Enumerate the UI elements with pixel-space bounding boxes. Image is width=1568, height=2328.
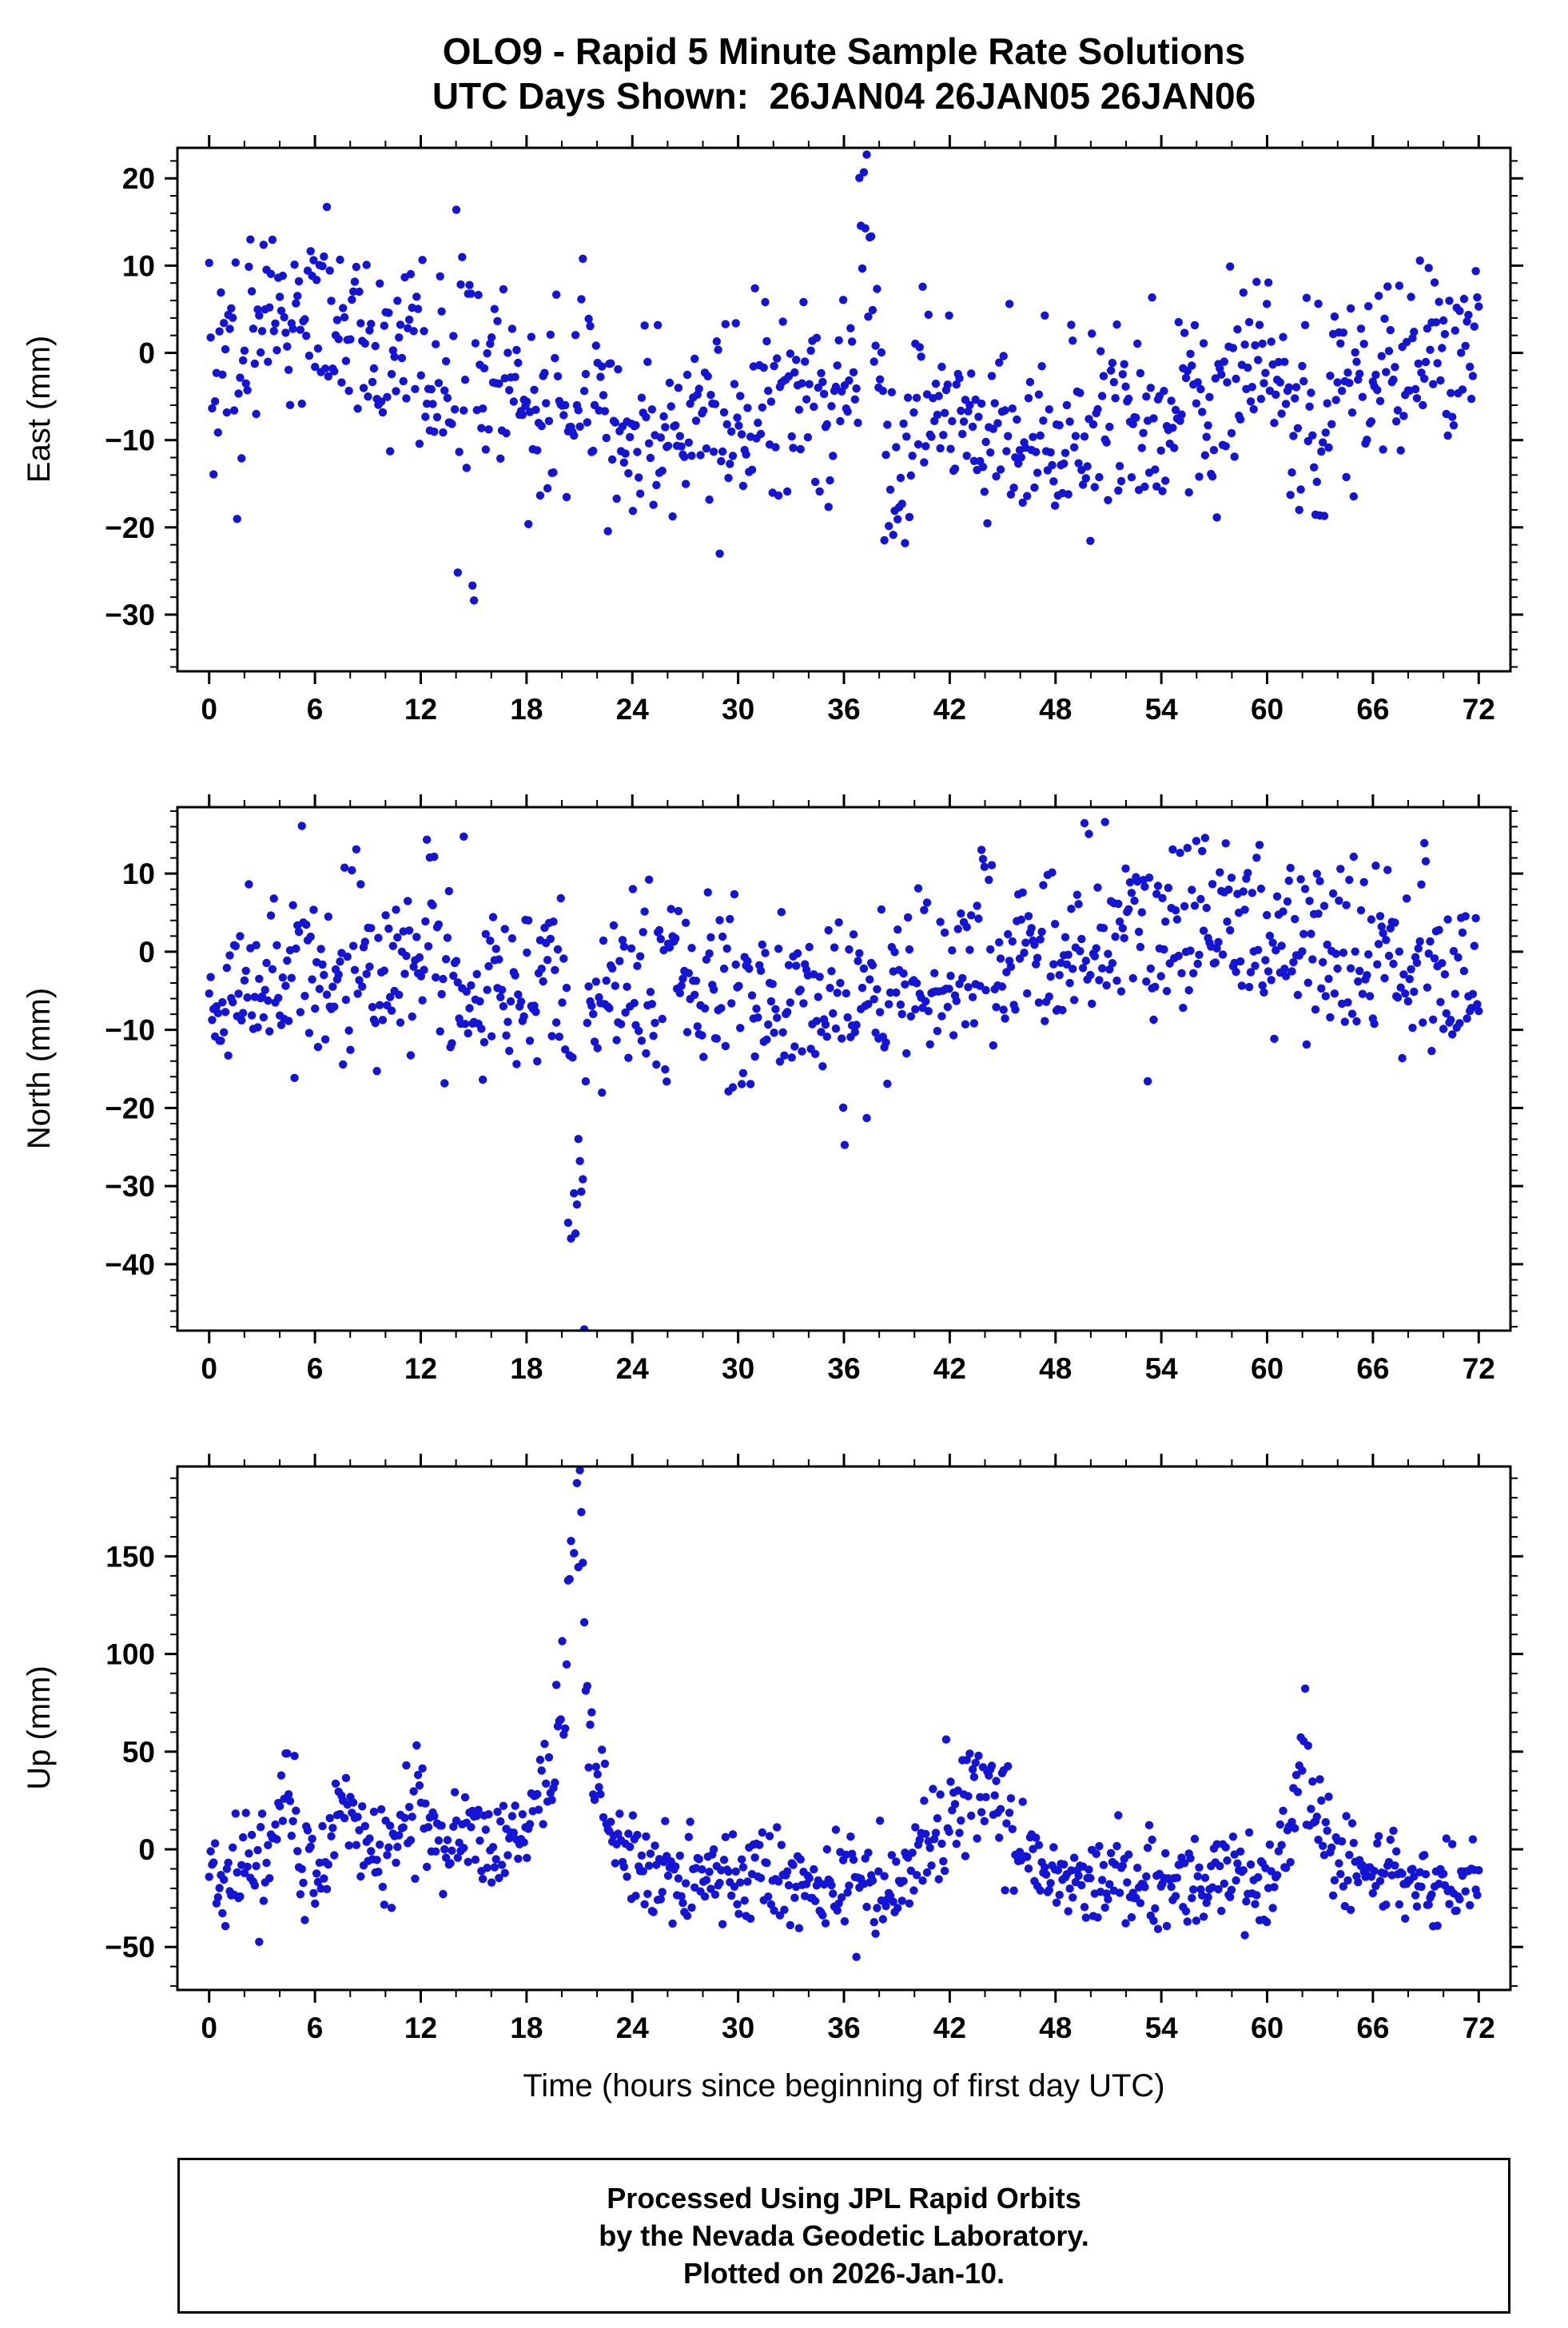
footer-box: Processed Using JPL Rapid Orbits by the … [177, 2158, 1510, 2314]
x-tick-label: 0 [201, 2012, 217, 2044]
x-tick-label: 24 [616, 693, 650, 726]
x-tick-label: 66 [1356, 2012, 1389, 2044]
y-tick-label: −10 [105, 1014, 155, 1047]
title-line-2: UTC Days Shown: 26JAN04 26JAN05 26JAN06 [432, 75, 1256, 117]
y-tick-label: −30 [105, 599, 155, 631]
x-tick-label: 48 [1039, 693, 1072, 726]
x-tick-label: 54 [1145, 693, 1179, 726]
x-tick-label: 6 [307, 1352, 324, 1385]
x-tick-label: 18 [510, 693, 543, 726]
x-tick-label: 48 [1039, 1352, 1072, 1385]
axis-ticks [165, 135, 1523, 684]
x-tick-label: 60 [1251, 1352, 1283, 1385]
x-tick-label: 42 [933, 2012, 966, 2044]
north-axis-label: North (mm) [22, 988, 57, 1149]
x-tick-label: 36 [827, 693, 860, 726]
x-tick-label: 66 [1356, 1352, 1389, 1385]
east-panel: East (mm) 0 6 12 18 24 30 36 42 48 54 60 66 72 −30 −20… [22, 135, 1523, 726]
x-tick-label: 30 [722, 693, 754, 726]
east-axis-label: East (mm) [22, 336, 57, 483]
x-tick-label: 18 [510, 2012, 543, 2044]
scatter-points [205, 150, 1483, 605]
x-tick-label: 6 [307, 693, 324, 726]
north-panel: North (mm) 0 6 12 18 24 30 36 42 48 54 60 66 72 −40 −3… [22, 794, 1523, 1385]
x-tick-label: 36 [827, 2012, 860, 2044]
x-tick-label: 12 [404, 2012, 437, 2044]
x-tick-label: 30 [722, 1352, 754, 1385]
x-tick-label: 6 [307, 2012, 324, 2044]
y-tick-label: −20 [105, 511, 155, 544]
y-tick-label: −30 [105, 1170, 155, 1203]
y-tick-label: 10 [122, 249, 155, 282]
plot-frame [176, 1465, 1512, 1992]
x-tick-label: 24 [616, 1352, 650, 1385]
x-tick-label: 36 [827, 1352, 860, 1385]
footer-line-1: Processed Using JPL Rapid Orbits [607, 2182, 1081, 2215]
x-tick-label: 18 [510, 1352, 543, 1385]
x-tick-label: 72 [1463, 693, 1495, 726]
y-tick-label: 50 [122, 1736, 155, 1769]
x-tick-label: 0 [201, 693, 217, 726]
y-tick-label: 150 [105, 1540, 155, 1573]
up-panel: Up (mm) 0 6 12 18 24 30 36 42 48 54 60 66 72 −50 0 50 10… [22, 1454, 1523, 2044]
x-tick-label: 60 [1251, 2012, 1283, 2044]
x-tick-label: 54 [1145, 2012, 1179, 2044]
y-tick-label: 100 [105, 1638, 155, 1671]
x-tick-label: 30 [722, 2012, 754, 2044]
x-tick-label: 72 [1463, 1352, 1495, 1385]
x-tick-label: 42 [933, 693, 966, 726]
up-axis-label: Up (mm) [22, 1665, 57, 1790]
axis-ticks [165, 1454, 1523, 2003]
y-tick-label: −10 [105, 424, 155, 457]
y-tick-label: 0 [138, 1833, 155, 1866]
scatter-points [205, 1466, 1483, 1961]
y-tick-label: 20 [122, 162, 155, 195]
x-tick-label: 54 [1145, 1352, 1179, 1385]
y-tick-label: 0 [138, 337, 155, 370]
x-axis-label: Time (hours since beginning of first day… [523, 2068, 1165, 2103]
x-tick-label: 12 [404, 693, 437, 726]
x-tick-label: 72 [1463, 2012, 1495, 2044]
x-tick-label: 48 [1039, 2012, 1072, 2044]
y-tick-label: −40 [105, 1248, 155, 1281]
x-tick-label: 42 [933, 1352, 966, 1385]
scatter-points [205, 818, 1483, 1331]
title-line-1: OLO9 - Rapid 5 Minute Sample Rate Soluti… [442, 30, 1246, 72]
footer-line-2: by the Nevada Geodetic Laboratory. [599, 2219, 1089, 2252]
plot-title: OLO9 - Rapid 5 Minute Sample Rate Soluti… [177, 29, 1510, 118]
y-tick-label: 10 [122, 858, 155, 890]
y-tick-label: 0 [138, 936, 155, 969]
x-tick-label: 66 [1356, 693, 1389, 726]
x-tick-label: 24 [616, 2012, 650, 2044]
axis-ticks [165, 794, 1523, 1343]
y-tick-label: −50 [105, 1931, 155, 1964]
x-tick-label: 60 [1251, 693, 1283, 726]
y-tick-label: −20 [105, 1092, 155, 1124]
x-tick-label: 12 [404, 1352, 437, 1385]
footer-line-3: Plotted on 2026-Jan-10. [683, 2257, 1005, 2290]
x-tick-label: 0 [201, 1352, 217, 1385]
